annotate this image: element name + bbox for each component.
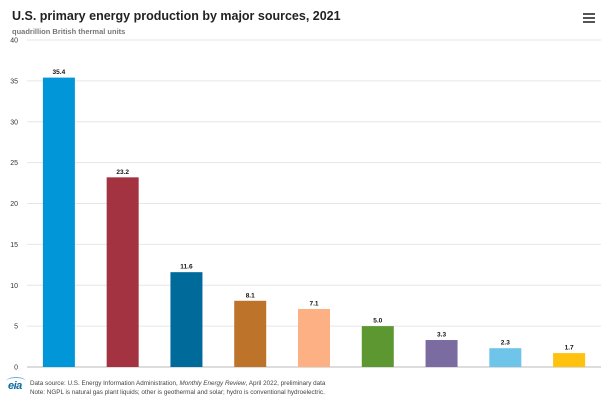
bar-wind[interactable] [425,340,458,367]
data-label: 1.7 [565,345,574,352]
y-tick-label: 0 [14,365,18,371]
bar-natural-gas[interactable] [42,77,75,367]
y-tick-label: 20 [10,201,18,208]
bar-biomass[interactable] [361,326,394,367]
bar-other[interactable] [553,353,586,367]
data-label: 8.1 [246,292,255,299]
data-label: 35.4 [53,69,66,76]
data-label: 2.3 [501,340,510,347]
data-source-line: Data source: U.S. Energy Information Adm… [30,380,326,387]
y-tick-label: 40 [10,38,18,45]
chart-title: U.S. primary energy production by major … [12,9,341,23]
data-label: 23.2 [116,169,129,176]
bar-nuclear[interactable] [234,300,267,367]
note-line: Note: NGPL is natural gas plant liquids;… [30,389,325,396]
hamburger-menu-icon[interactable] [583,13,595,23]
bar-hydro[interactable] [489,348,522,367]
bar-ngpl[interactable] [298,308,330,367]
chart-subtitle: quadrillion British thermal units [12,27,126,36]
bar-crude-oil[interactable] [106,177,139,367]
eia-logo: eia [6,377,26,392]
y-tick-label: 30 [10,119,18,126]
y-tick-label: 10 [10,283,18,290]
data-label: 11.6 [180,264,193,271]
y-tick-label: 5 [14,324,18,331]
data-label: 7.1 [309,300,318,307]
data-label: 5.0 [373,318,382,325]
y-tick-label: 25 [10,160,18,167]
source-note: Data source: U.S. Energy Information Adm… [30,379,325,397]
bar-coal[interactable] [170,272,203,367]
y-tick-label: 15 [10,242,18,249]
y-tick-label: 35 [10,78,18,85]
data-label: 3.3 [437,332,446,339]
